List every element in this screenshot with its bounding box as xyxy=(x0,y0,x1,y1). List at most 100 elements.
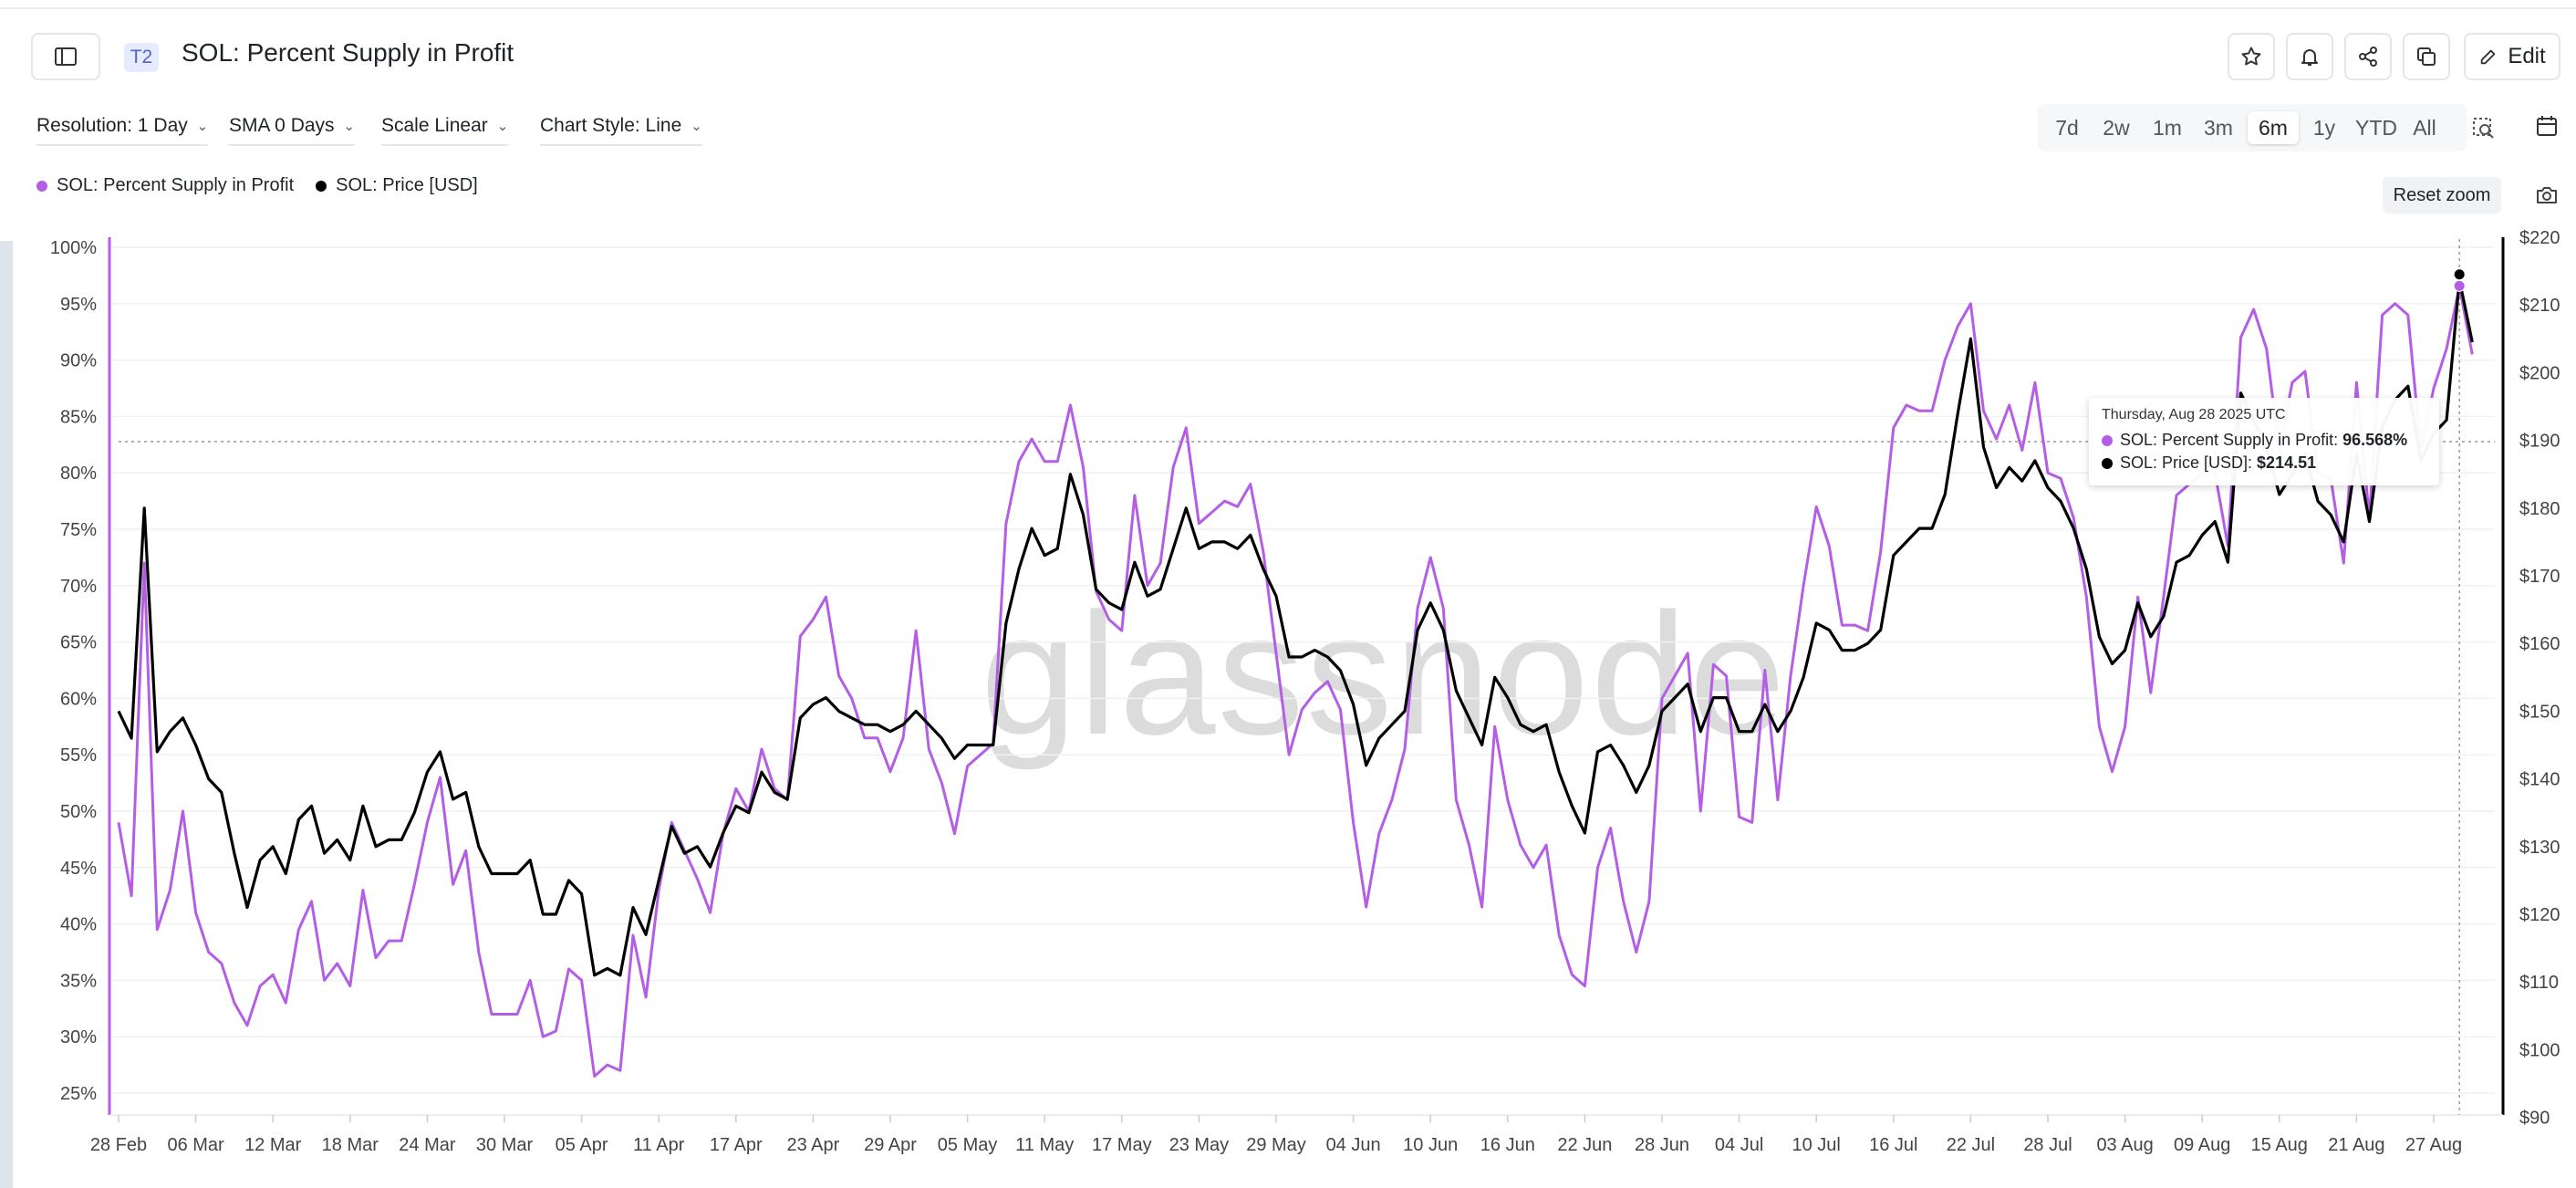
y-tick-label-right: $110 xyxy=(2519,973,2559,993)
bell-icon xyxy=(2301,49,2318,66)
highlight-point-price xyxy=(2453,268,2466,281)
share-button[interactable] xyxy=(2344,33,2392,80)
chevron-down-icon: ⌄ xyxy=(343,119,356,134)
x-tick-label: 04 Jul xyxy=(1715,1135,1763,1155)
calendar-icon xyxy=(2537,116,2557,136)
range-1y[interactable]: 1y xyxy=(2312,115,2336,140)
y-tick-label-right: $200 xyxy=(2519,363,2560,383)
y-tick-label-left: 90% xyxy=(60,351,97,371)
y-tick-label-left: 80% xyxy=(60,464,97,484)
chart-tag: T2 xyxy=(124,43,159,72)
chart-tooltip: Thursday, Aug 28 2025 UTC SOL: Percent S… xyxy=(2089,398,2439,485)
tooltip-label: SOL: Price [USD]: xyxy=(2120,453,2258,472)
watermark: glassnode xyxy=(981,578,1788,771)
x-tick-label: 15 Aug xyxy=(2251,1135,2308,1155)
tooltip-dot xyxy=(2102,457,2113,469)
y-tick-label-left: 50% xyxy=(60,802,97,822)
x-tick-label: 16 Jul xyxy=(1869,1135,1917,1155)
y-tick-label-left: 65% xyxy=(60,633,97,653)
range-6m[interactable]: 6m xyxy=(2248,111,2299,144)
resolution-select[interactable]: Resolution: 1 Day ⌄ xyxy=(36,115,209,146)
x-tick-label: 05 May xyxy=(938,1135,998,1155)
range-7d[interactable]: 7d xyxy=(2055,115,2079,140)
y-tick-label-left: 55% xyxy=(60,745,97,766)
tooltip-value: 96.568% xyxy=(2342,431,2408,449)
edit-button[interactable]: Edit xyxy=(2464,33,2560,80)
y-tick-label-right: $170 xyxy=(2519,567,2560,587)
legend-dot xyxy=(316,180,327,192)
tooltip-label: SOL: Percent Supply in Profit: xyxy=(2120,431,2343,449)
y-tick-label-right: $210 xyxy=(2519,296,2560,316)
y-tick-label-right: $100 xyxy=(2519,1040,2560,1060)
x-tick-label: 18 Mar xyxy=(322,1135,379,1155)
chevron-down-icon: ⌄ xyxy=(196,119,209,134)
tooltip-dot xyxy=(2102,434,2113,446)
chevron-down-icon: ⌄ xyxy=(496,119,509,134)
sma-select[interactable]: SMA 0 Days ⌄ xyxy=(229,115,356,146)
x-tick-label: 27 Aug xyxy=(2405,1135,2462,1155)
x-tick-label: 29 Apr xyxy=(864,1135,917,1155)
share-icon xyxy=(2359,47,2377,67)
x-tick-label: 16 Jun xyxy=(1480,1135,1535,1155)
x-tick-label: 21 Aug xyxy=(2328,1135,2384,1155)
x-tick-label: 10 Jul xyxy=(1792,1135,1841,1155)
resolution-label: Resolution: 1 Day xyxy=(36,115,188,136)
x-tick-label: 06 Mar xyxy=(167,1135,224,1155)
x-tick-label: 28 Jul xyxy=(2023,1135,2072,1155)
chart-legend: SOL: Percent Supply in Profit SOL: Price… xyxy=(36,175,478,196)
x-tick-label: 05 Apr xyxy=(556,1135,608,1155)
x-tick-label: 22 Jun xyxy=(1557,1135,1612,1155)
edit-button-label: Edit xyxy=(2508,44,2546,68)
x-tick-label: 23 Apr xyxy=(786,1135,839,1155)
chart-style-label: Chart Style: Line xyxy=(540,115,682,136)
y-tick-label-right: $160 xyxy=(2519,634,2560,654)
sma-label: SMA 0 Days xyxy=(229,115,335,136)
y-tick-label-left: 95% xyxy=(60,295,97,315)
date-picker-button[interactable] xyxy=(2530,109,2563,142)
y-tick-label-right: $140 xyxy=(2519,770,2560,790)
zoom-select-button[interactable] xyxy=(2468,113,2499,144)
range-3m[interactable]: 3m xyxy=(2204,115,2233,140)
legend-item-price[interactable]: SOL: Price [USD] xyxy=(316,175,478,196)
favorite-button[interactable] xyxy=(2228,33,2275,80)
x-tick-label: 28 Jun xyxy=(1635,1135,1689,1155)
range-all[interactable]: All xyxy=(2413,115,2436,140)
zoom-area-icon xyxy=(2473,118,2494,139)
y-tick-label-left: 35% xyxy=(60,971,97,991)
duplicate-button[interactable] xyxy=(2403,33,2450,80)
x-tick-label: 23 May xyxy=(1169,1135,1230,1155)
page-title: SOL: Percent Supply in Profit xyxy=(182,38,514,67)
legend-label: SOL: Price [USD] xyxy=(336,175,478,195)
legend-item-supply-in-profit[interactable]: SOL: Percent Supply in Profit xyxy=(36,175,294,196)
y-tick-label-right: $150 xyxy=(2519,702,2560,722)
pencil-icon xyxy=(2481,49,2496,65)
y-tick-label-left: 85% xyxy=(60,407,97,427)
x-tick-label: 10 Jun xyxy=(1403,1135,1458,1155)
chevron-down-icon: ⌄ xyxy=(691,119,702,134)
y-tick-label-right: $130 xyxy=(2519,838,2560,858)
camera-icon xyxy=(2537,187,2557,203)
y-tick-label-left: 30% xyxy=(60,1027,97,1047)
alert-button[interactable] xyxy=(2286,33,2333,80)
x-tick-label: 03 Aug xyxy=(2096,1135,2153,1155)
range-ytd[interactable]: YTD xyxy=(2355,115,2397,140)
star-icon xyxy=(2241,47,2261,66)
scale-select[interactable]: Scale Linear ⌄ xyxy=(381,115,509,146)
x-tick-label: 17 Apr xyxy=(710,1135,763,1155)
reset-zoom-button[interactable]: Reset zoom xyxy=(2383,177,2501,214)
y-tick-label-right: $190 xyxy=(2519,432,2560,452)
sidebar-toggle-button[interactable] xyxy=(31,33,100,80)
time-range-selector: 7d 2w 1m 3m 6m 1y YTD All xyxy=(2038,104,2467,151)
screenshot-button[interactable] xyxy=(2530,179,2563,212)
range-1m[interactable]: 1m xyxy=(2153,115,2182,140)
highlight-point-percent xyxy=(2453,279,2466,292)
range-2w[interactable]: 2w xyxy=(2103,115,2130,140)
chart-style-select[interactable]: Chart Style: Line ⌄ xyxy=(540,115,702,146)
x-tick-label: 24 Mar xyxy=(399,1135,456,1155)
x-tick-label: 11 May xyxy=(1015,1135,1074,1155)
x-tick-label: 29 May xyxy=(1246,1135,1306,1155)
y-tick-label-left: 60% xyxy=(60,689,97,709)
x-tick-label: 22 Jul xyxy=(1947,1135,1995,1155)
legend-dot xyxy=(36,180,47,192)
y-tick-label-left: 40% xyxy=(60,915,97,935)
